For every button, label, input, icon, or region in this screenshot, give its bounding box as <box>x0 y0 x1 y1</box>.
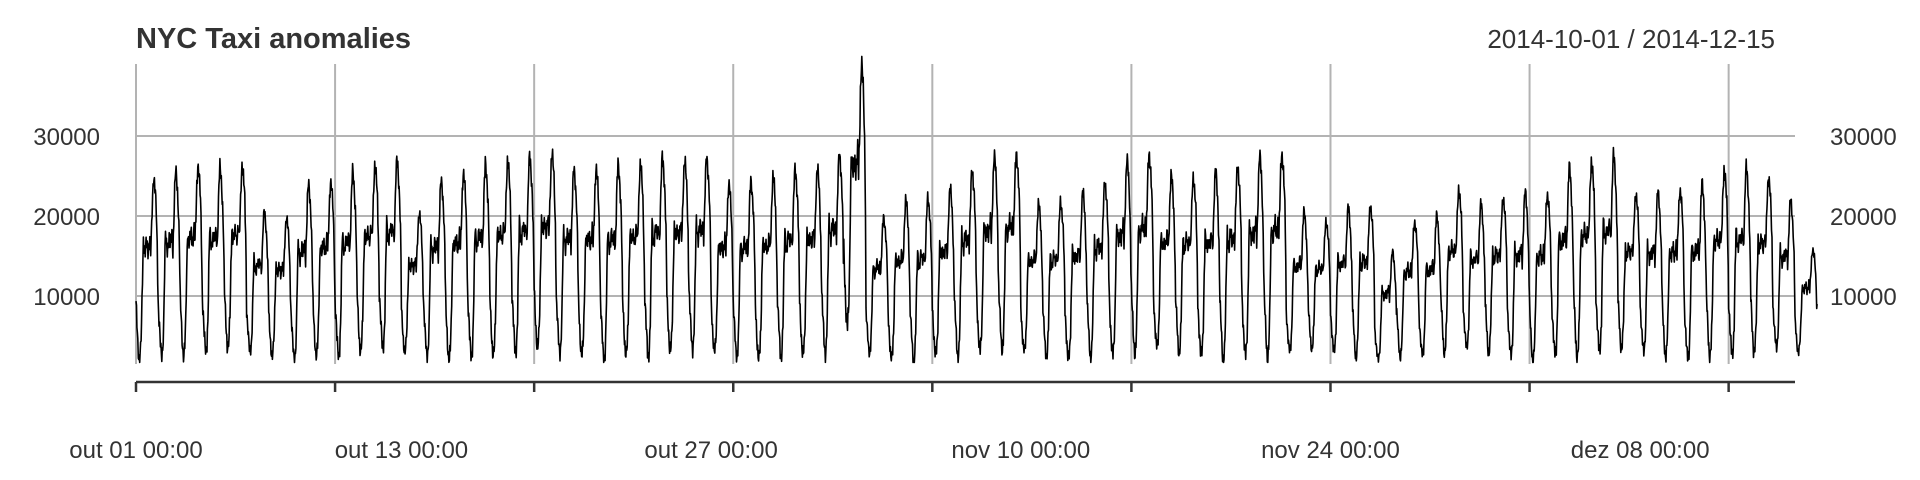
x-tick-label: out 27 00:00 <box>644 437 777 464</box>
date-range: 2014-10-01 / 2014-12-15 <box>1487 24 1775 54</box>
x-tick-label: out 13 00:00 <box>335 437 468 464</box>
y-tick-label-left: 20000 <box>33 204 100 231</box>
y-tick-label-left: 10000 <box>33 284 100 311</box>
y-tick-label-right: 20000 <box>1830 204 1897 231</box>
x-tick-label: nov 10 00:00 <box>951 437 1090 464</box>
x-tick-labels: out 01 00:00 out 13 00:00 out 27 00:00 nov … <box>69 437 1709 464</box>
y-tick-label-left: 30000 <box>33 124 100 151</box>
x-tick-label: dez 08 00:00 <box>1571 437 1710 464</box>
y-tick-label-right: 10000 <box>1830 284 1897 311</box>
y-gridlines <box>136 135 1795 297</box>
y-axis-left: 10000 20000 30000 <box>33 124 100 311</box>
y-tick-label-right: 30000 <box>1830 124 1897 151</box>
series-line <box>135 55 1818 364</box>
x-axis <box>134 380 1795 392</box>
x-tick-label: nov 24 00:00 <box>1261 437 1400 464</box>
x-tick-label: out 01 00:00 <box>69 437 202 464</box>
chart-title: NYC Taxi anomalies <box>136 23 411 55</box>
y-axis-right: 10000 20000 30000 <box>1830 124 1897 311</box>
